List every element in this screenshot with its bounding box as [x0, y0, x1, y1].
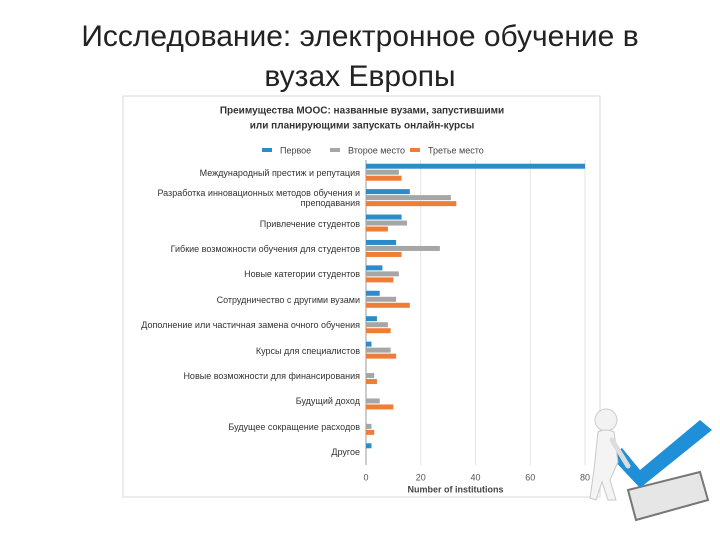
bar	[366, 379, 377, 385]
chart-frame	[122, 95, 601, 498]
bar	[366, 195, 451, 201]
category-label-box: Привлечение студентов	[259, 218, 360, 229]
category-label-box: Другое	[331, 447, 360, 458]
x-axis-label: Number of institutions	[408, 484, 504, 494]
bar	[366, 163, 585, 169]
category-label-box: Международный престиж и репутация	[199, 167, 360, 178]
y-tick-label: Международный престиж и репутация	[199, 167, 360, 178]
x-tick-label: 0	[363, 472, 368, 482]
y-tick-label: Привлечение студентов	[259, 218, 360, 229]
bar	[366, 296, 397, 302]
bar	[366, 169, 399, 175]
bar	[366, 265, 383, 271]
legend-label: Третье место	[428, 145, 484, 155]
bar	[366, 189, 410, 195]
x-tick-label: 20	[416, 472, 426, 482]
bar	[366, 245, 440, 251]
y-tick-label: Новые возможности для финансирования	[183, 371, 360, 382]
figure	[589, 408, 712, 522]
x-tick-label: 60	[525, 472, 535, 482]
legend-label: Первое	[280, 145, 311, 155]
legend-label: Второе место	[348, 145, 405, 155]
bar	[366, 373, 375, 379]
bar	[366, 175, 402, 181]
bar	[366, 347, 391, 353]
bar	[366, 271, 399, 277]
bar	[366, 277, 394, 283]
bar	[366, 214, 402, 220]
slide-title: вузах Европы	[264, 60, 455, 93]
category-label-box: Будущее сокращение расходов	[228, 421, 360, 432]
legend-swatch	[410, 148, 420, 152]
y-tick-label: Другое	[331, 447, 360, 458]
legend-swatch	[330, 148, 340, 152]
bar	[366, 251, 402, 257]
y-tick-label: Гибкие возможности обучения для студенто…	[170, 243, 360, 254]
y-tick-label: Будущее сокращение расходов	[228, 421, 360, 432]
y-tick-label: Разработка инновационных методов обучени…	[157, 188, 360, 209]
bar	[366, 404, 394, 410]
bar	[366, 290, 380, 296]
category-label-box: Новые категории студентов	[244, 269, 360, 280]
chart-title: или планирующими запускать онлайн-курсы	[250, 121, 474, 132]
bar	[366, 322, 388, 328]
category-label-box: Гибкие возможности обучения для студенто…	[170, 243, 360, 254]
bar	[366, 443, 372, 449]
bar	[366, 353, 397, 359]
category-label-box: Сотрудничество с другими вузами	[216, 294, 360, 305]
bar	[366, 341, 372, 347]
slide-title: Исследование: электронное обучение в	[81, 20, 638, 53]
bar	[366, 201, 457, 207]
bar	[366, 220, 408, 226]
category-label-box: Новые возможности для финансирования	[183, 371, 360, 382]
x-tick-label: 80	[580, 472, 590, 482]
y-tick-label: Курсы для специалистов	[255, 345, 360, 356]
chart-title: Преимущества MOOC: названные вузами, зап…	[220, 106, 504, 117]
y-tick-label: Новые категории студентов	[244, 269, 360, 280]
bar	[366, 398, 380, 404]
x-tick-label: 40	[470, 472, 480, 482]
bar	[366, 239, 397, 245]
legend-swatch	[262, 148, 272, 152]
category-label-box: Разработка инновационных методов обучени…	[157, 188, 360, 209]
bar	[366, 328, 391, 334]
category-label-box: Курсы для специалистов	[255, 345, 360, 356]
bar	[366, 226, 388, 232]
y-tick-label: Дополнение или частичная замена очного о…	[141, 320, 360, 331]
category-label-box: Будущий доход	[295, 396, 360, 407]
y-tick-label: Сотрудничество с другими вузами	[216, 294, 360, 305]
bar	[366, 429, 375, 435]
bar	[366, 302, 410, 308]
category-label-box: Дополнение или частичная замена очного о…	[141, 320, 360, 331]
bar	[366, 316, 377, 322]
bar	[366, 423, 372, 429]
y-tick-label: Будущий доход	[295, 396, 360, 407]
